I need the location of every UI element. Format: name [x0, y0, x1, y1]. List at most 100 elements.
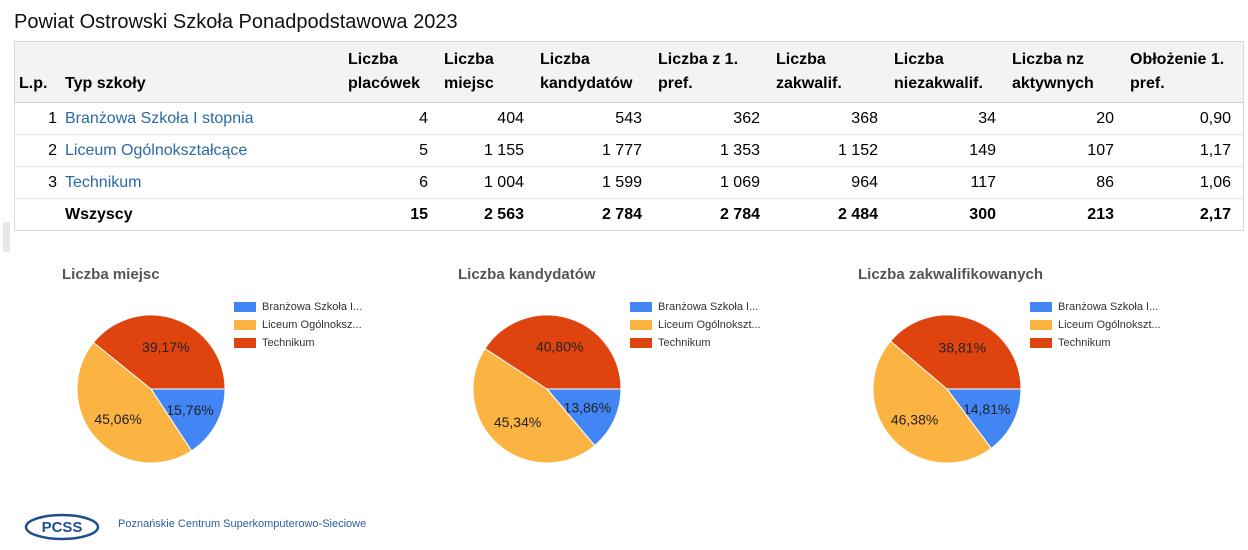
- legend-item[interactable]: Liceum Ogólnokszt...: [630, 316, 761, 334]
- pie-slice-1[interactable]: [472, 347, 596, 464]
- slice-label: 15,76%: [166, 402, 213, 418]
- cell-value: 368: [772, 102, 890, 135]
- cell-value: 117: [890, 166, 1008, 199]
- side-collapse-handle[interactable]: [3, 222, 10, 252]
- legend-item[interactable]: Liceum Ogólnokszt...: [1030, 316, 1161, 334]
- legend-swatch: [234, 320, 256, 330]
- cell-value: 107: [1008, 134, 1126, 167]
- cell-value: 404: [440, 102, 536, 135]
- cell-value: 1,17: [1126, 134, 1244, 167]
- pie-slice-0[interactable]: [150, 388, 226, 452]
- total-value: 2 784: [601, 205, 642, 223]
- cell-value: 1 152: [772, 134, 890, 167]
- header-liczba-nz-aktywnych[interactable]: Liczba nz aktywnych: [1008, 41, 1126, 103]
- cell-value: 20: [1008, 102, 1126, 135]
- legend-item[interactable]: Branżowa Szkoła I...: [234, 298, 362, 316]
- pcss-logo: PCSS: [24, 512, 104, 547]
- legend-swatch: [234, 302, 256, 312]
- total-value: 2 484: [837, 205, 878, 223]
- total-value: 2 563: [483, 205, 524, 223]
- header-lp[interactable]: L.p.: [14, 41, 61, 103]
- slice-label: 38,81%: [939, 339, 986, 355]
- pie-svg: 14,81% 46,38% 38,81%: [872, 314, 1022, 464]
- legend-label: Liceum Ogólnokszt...: [658, 319, 761, 331]
- slice-label: 40,80%: [536, 338, 583, 354]
- cell-value: 1 004: [440, 166, 536, 199]
- cell-value: 1 777: [536, 134, 654, 167]
- cell-value: 1,06: [1126, 166, 1244, 199]
- cell-empty: [15, 199, 62, 231]
- cell-value: 5: [344, 134, 440, 167]
- table-row: 3 Technikum 6 1 004 1 599 1 069 964 117 86 1,06: [14, 166, 1244, 199]
- pie-slice-2[interactable]: [92, 314, 226, 390]
- chart-title: Liczba zakwalifikowanych: [858, 266, 1044, 283]
- legend-label: Branżowa Szkoła I...: [658, 301, 759, 313]
- legend-label: Technikum: [262, 337, 315, 349]
- legend-label: Technikum: [1058, 337, 1111, 349]
- header-typ-szkoly[interactable]: Typ szkoły: [61, 41, 344, 103]
- legend-label: Liceum Ogólnoksz...: [262, 319, 362, 331]
- header-oblozenie-1-pref[interactable]: Obłożenie 1. pref.: [1126, 41, 1244, 103]
- header-liczba-kandydatow[interactable]: Liczba kandydatów: [536, 41, 654, 103]
- pie-chart-liczba-miejsc: Liczba miejsc 15,76% 45,06% 39,17% Branżow…: [14, 258, 374, 478]
- cell-value: 149: [890, 134, 1008, 167]
- cell-lp: 1: [14, 102, 61, 135]
- legend-item[interactable]: Branżowa Szkoła I...: [1030, 298, 1161, 316]
- cell-value: 34: [890, 102, 1008, 135]
- legend-item[interactable]: Branżowa Szkoła I...: [630, 298, 761, 316]
- pie-slice-2[interactable]: [484, 314, 622, 390]
- slice-label: 45,06%: [94, 411, 141, 427]
- pie-slice-1[interactable]: [872, 340, 992, 464]
- header-liczba-placowek[interactable]: Liczba placówek: [344, 41, 440, 103]
- header-liczba-zakwalif[interactable]: Liczba zakwalif.: [772, 41, 890, 103]
- school-type-link[interactable]: Branżowa Szkoła I stopnia: [65, 109, 254, 127]
- pie-svg: 15,76% 45,06% 39,17%: [76, 314, 226, 464]
- cell-value: 1 069: [654, 166, 772, 199]
- legend-item[interactable]: Technikum: [630, 334, 761, 352]
- legend-label: Branżowa Szkoła I...: [262, 301, 363, 313]
- legend-swatch: [1030, 338, 1052, 348]
- pie-slice-2[interactable]: [889, 314, 1022, 390]
- cell-value: 362: [654, 102, 772, 135]
- legend-swatch: [630, 320, 652, 330]
- cell-value: 543: [536, 102, 654, 135]
- cell-value: 1 353: [654, 134, 772, 167]
- cell-school-type: Branżowa Szkoła I stopnia: [61, 102, 344, 135]
- pie-chart-liczba-kandydatow: Liczba kandydatów 13,86% 45,34% 40,80% Bra…: [410, 258, 770, 478]
- cell-value: 0,90: [1126, 102, 1244, 135]
- pie-chart-liczba-zakwalifikowanych: Liczba zakwalifikowanych 14,81% 46,38% 38,…: [810, 258, 1170, 478]
- slice-label: 39,17%: [142, 339, 189, 355]
- school-type-link[interactable]: Liceum Ogólnokształcące: [65, 141, 248, 159]
- cell-lp: 3: [14, 166, 61, 199]
- cell-value: 4: [344, 102, 440, 135]
- org-name: Poznańskie Centrum Superkomputerowo-Siec…: [118, 518, 367, 530]
- header-liczba-niezakwalif[interactable]: Liczba niezakwalif.: [890, 41, 1008, 103]
- header-liczba-miejsc[interactable]: Liczba miejsc: [440, 41, 536, 103]
- total-value: 2 784: [719, 205, 760, 223]
- cell-value: 1 599: [536, 166, 654, 199]
- legend-item[interactable]: Liceum Ogólnoksz...: [234, 316, 362, 334]
- legend-swatch: [630, 338, 652, 348]
- page-title: Powiat Ostrowski Szkoła Ponadpodstawowa …: [14, 11, 458, 33]
- total-value: 213: [1087, 205, 1114, 223]
- legend-swatch: [630, 302, 652, 312]
- header-liczba-z-1-pref[interactable]: Liczba z 1. pref.: [654, 41, 772, 103]
- legend-swatch: [234, 338, 256, 348]
- pie-slice-1[interactable]: [76, 341, 193, 464]
- table-row: 1 Branżowa Szkoła I stopnia 4 404 543 362 368 3…: [14, 102, 1244, 135]
- legend-item[interactable]: Technikum: [234, 334, 362, 352]
- cell-school-type: Liceum Ogólnokształcące: [61, 134, 344, 167]
- legend-swatch: [1030, 302, 1052, 312]
- cell-school-type: Technikum: [61, 166, 344, 199]
- cell-value: 964: [772, 166, 890, 199]
- chart-title: Liczba miejsc: [62, 266, 160, 283]
- pie-slice-0[interactable]: [946, 388, 1022, 450]
- total-value: 2,17: [1199, 205, 1231, 223]
- pie-slice-0[interactable]: [545, 388, 622, 447]
- school-type-link[interactable]: Technikum: [65, 173, 142, 191]
- legend-label: Branżowa Szkoła I...: [1058, 301, 1159, 313]
- legend-item[interactable]: Technikum: [1030, 334, 1161, 352]
- slice-label: 14,81%: [963, 401, 1010, 417]
- legend-label: Technikum: [658, 337, 711, 349]
- chart-legend: Branżowa Szkoła I... Liceum Ogólnoksz... T…: [234, 298, 362, 352]
